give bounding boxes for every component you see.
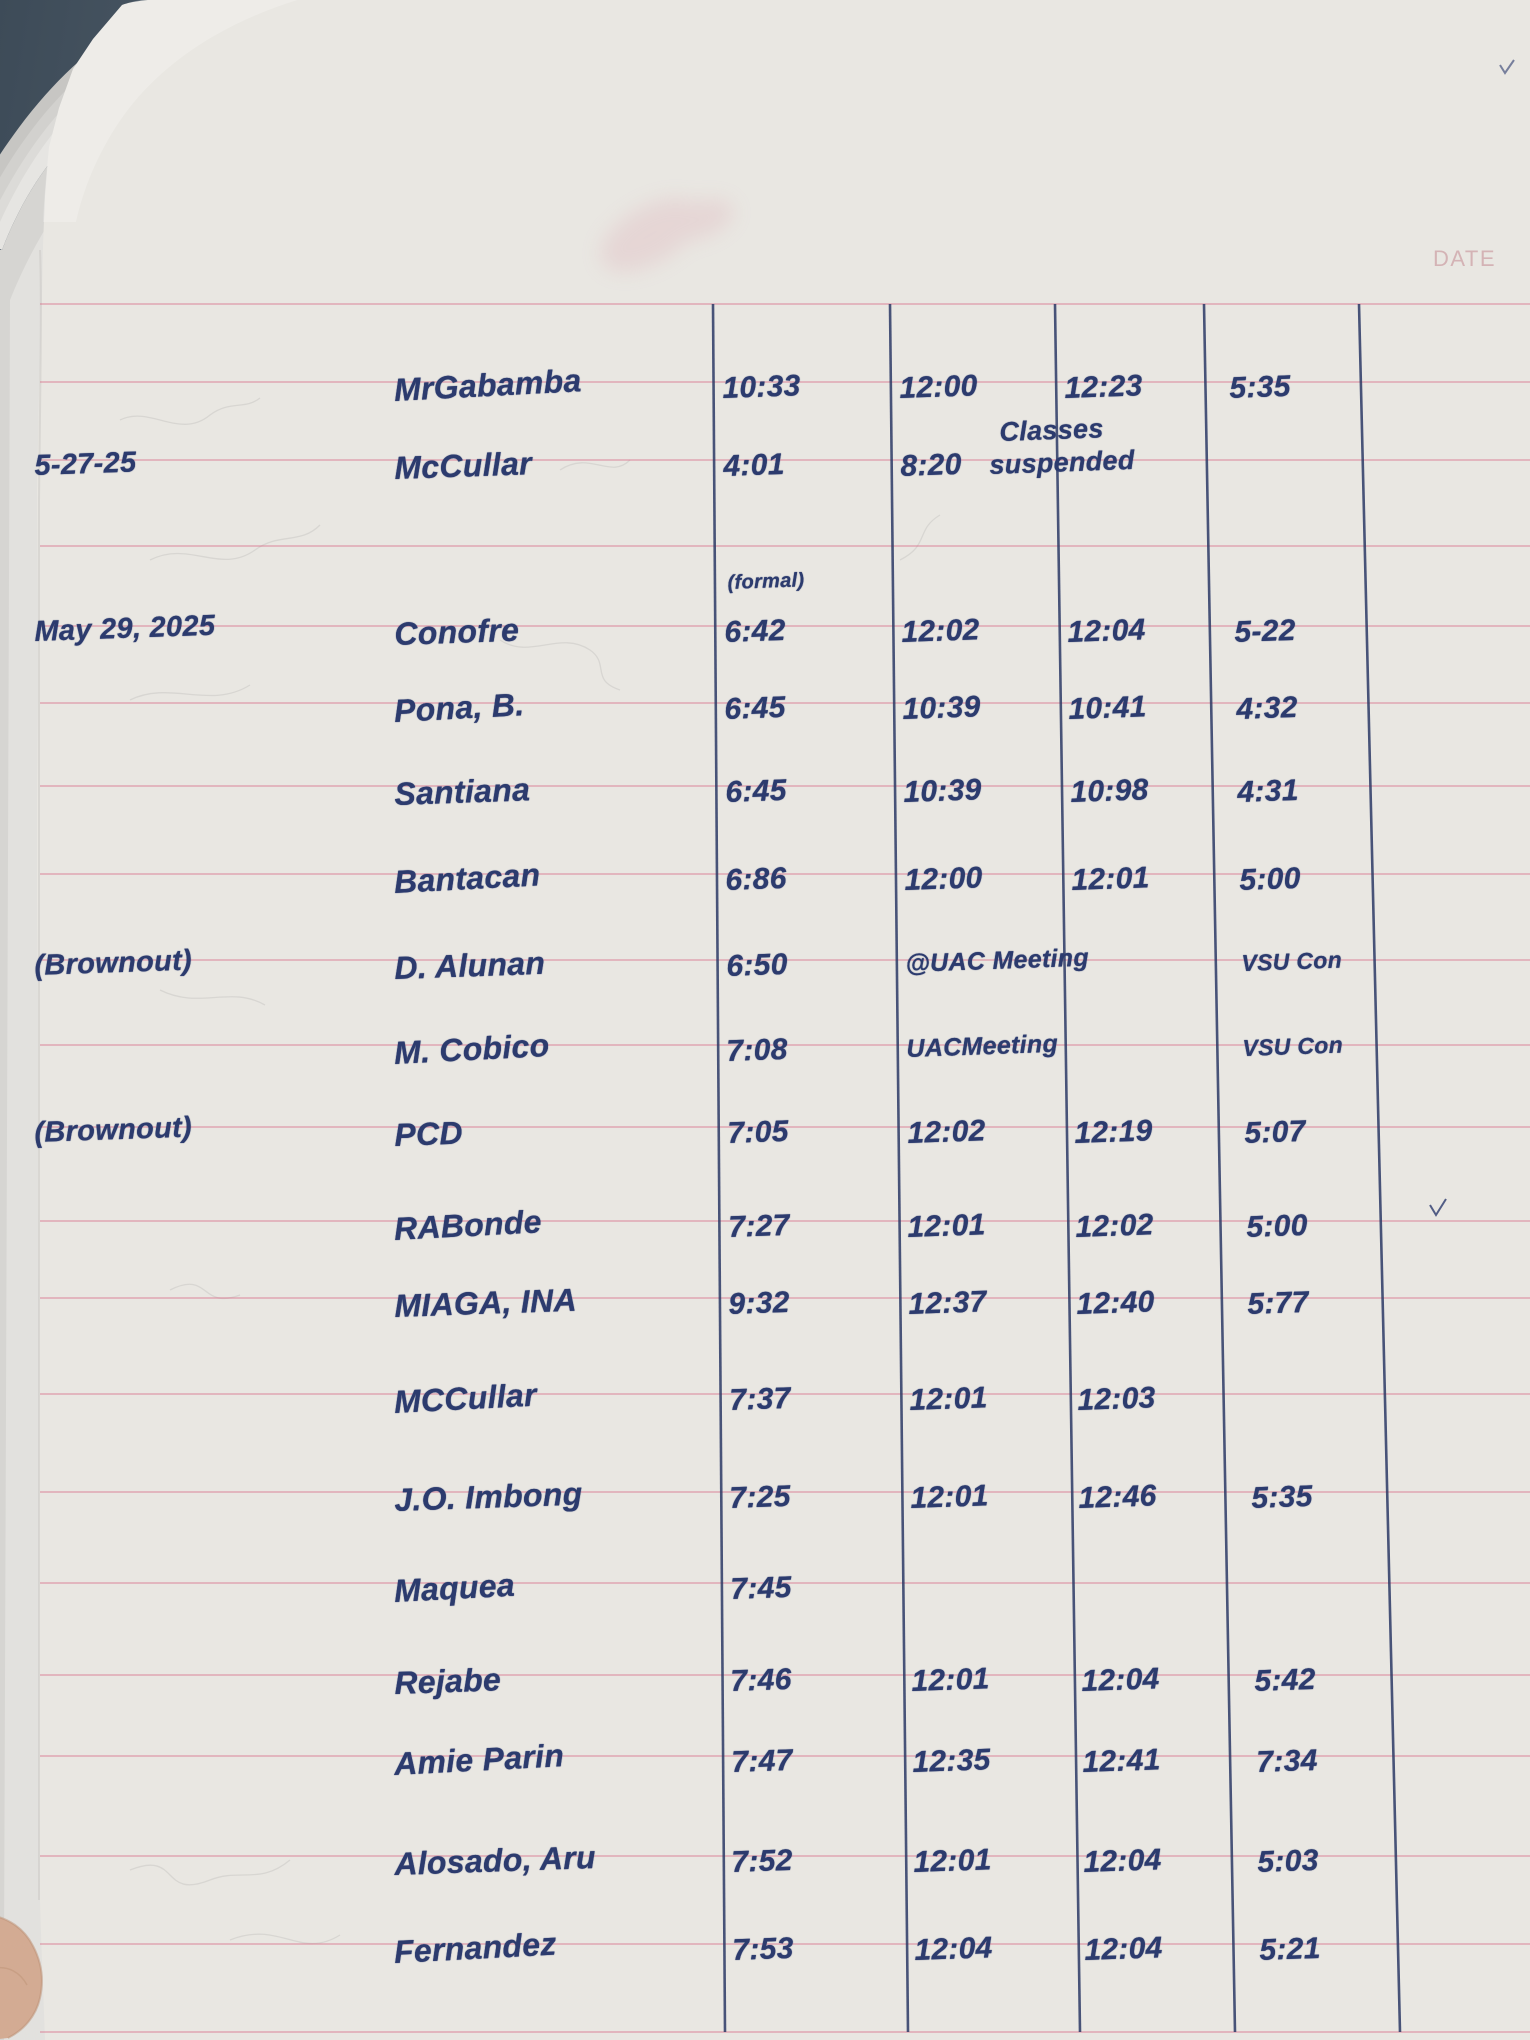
svg-text:DATE: DATE — [1433, 246, 1496, 271]
